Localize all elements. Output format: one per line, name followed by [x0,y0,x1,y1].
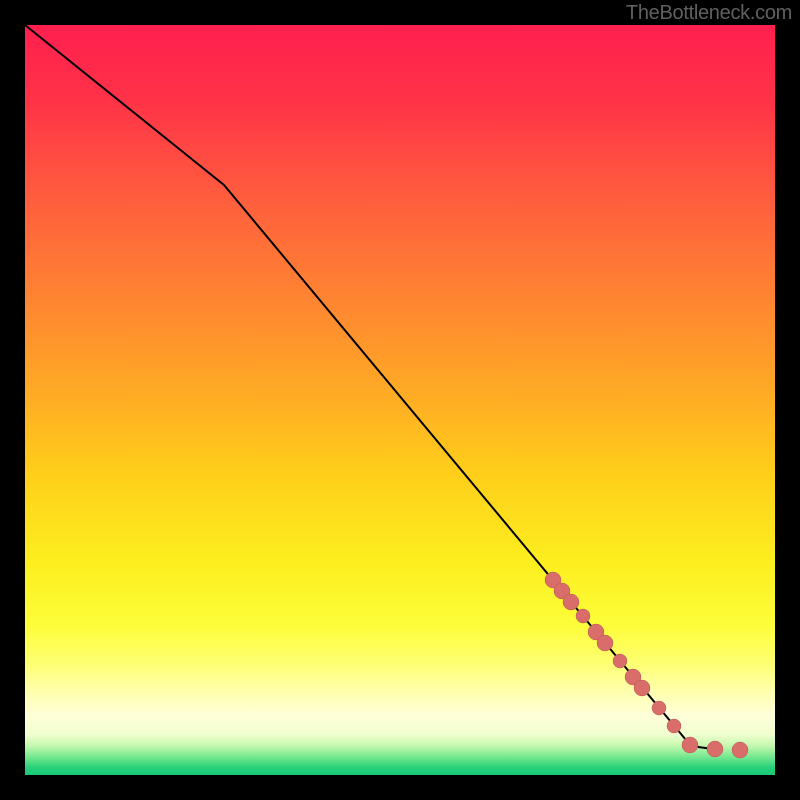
data-marker [597,635,613,651]
frame-border-left [0,0,25,800]
chart-overlay [25,25,775,775]
attribution-text: TheBottleneck.com [626,2,792,25]
data-marker [613,654,627,668]
data-marker [652,701,666,715]
frame-border-right [775,0,800,800]
data-marker [667,719,681,733]
data-marker [682,737,698,753]
data-marker [634,680,650,696]
marker-group [545,572,748,758]
data-marker [707,741,723,757]
data-marker [576,609,590,623]
data-marker [732,742,748,758]
data-marker [563,594,579,610]
frame-border-bottom [0,775,800,800]
bottleneck-curve [25,25,720,750]
plot-area [25,25,775,775]
